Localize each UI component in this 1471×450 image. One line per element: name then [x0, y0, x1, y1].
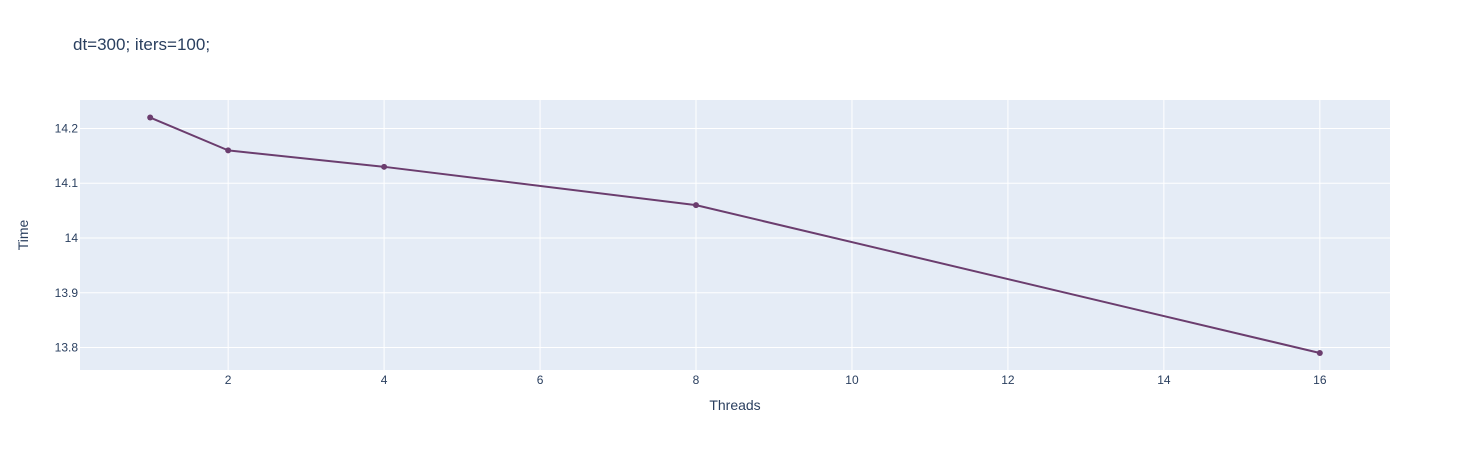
x-tick-label: 2	[225, 373, 232, 387]
x-tick-label: 10	[845, 373, 859, 387]
series-layer	[147, 114, 1323, 357]
tick-labels: 2 4 6 8 10 12 14 16 13.8 13.9 14 14.1 14.2	[55, 121, 1327, 387]
data-point[interactable]	[1316, 350, 1323, 357]
data-point[interactable]	[381, 163, 388, 170]
data-point[interactable]	[225, 147, 232, 154]
x-axis-title: Threads	[709, 397, 760, 413]
plot-area	[80, 100, 1390, 370]
y-axis-title: Time	[15, 219, 31, 250]
y-tick-label: 14.1	[55, 176, 79, 190]
gridlines	[80, 100, 1390, 370]
x-tick-label: 6	[537, 373, 544, 387]
x-tick-label: 14	[1157, 373, 1171, 387]
chart-title: dt=300; iters=100;	[73, 35, 210, 54]
y-tick-label: 13.9	[55, 286, 79, 300]
x-tick-label: 4	[381, 373, 388, 387]
data-point[interactable]	[693, 202, 700, 209]
x-tick-label: 8	[693, 373, 700, 387]
x-tick-label: 16	[1313, 373, 1327, 387]
y-tick-label: 14.2	[55, 121, 79, 135]
x-tick-label: 12	[1001, 373, 1015, 387]
y-tick-label: 14	[65, 231, 79, 245]
y-tick-label: 13.8	[55, 341, 79, 355]
data-point[interactable]	[147, 114, 154, 121]
